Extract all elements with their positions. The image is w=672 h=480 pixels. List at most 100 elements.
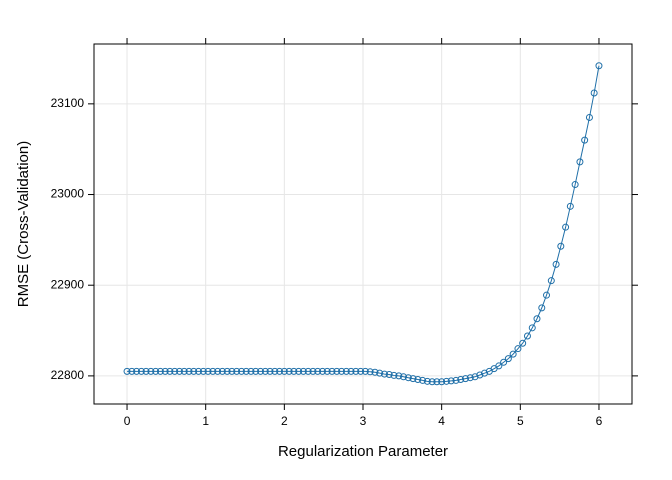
point: [261, 367, 269, 375]
point: [214, 367, 222, 375]
point: [581, 136, 589, 144]
point: [466, 374, 474, 382]
point: [452, 376, 460, 384]
point: [519, 339, 527, 347]
y-tick-label: 23000: [51, 187, 85, 201]
point: [585, 113, 593, 121]
y-axis-label: RMSE (Cross-Validation): [15, 141, 32, 307]
point: [218, 367, 226, 375]
point: [257, 367, 265, 375]
point: [509, 350, 517, 358]
point: [285, 367, 293, 375]
point: [190, 367, 198, 375]
point: [433, 378, 441, 386]
point: [276, 367, 284, 375]
point: [242, 367, 250, 375]
point: [523, 332, 531, 340]
point: [390, 371, 398, 379]
point: [419, 376, 427, 384]
plot-frame: [93, 43, 633, 405]
point: [423, 377, 431, 385]
point: [409, 375, 417, 383]
point: [195, 367, 203, 375]
point: [323, 367, 331, 375]
y-tick-label: 22800: [51, 368, 85, 382]
point: [233, 367, 241, 375]
point: [161, 367, 169, 375]
point: [461, 375, 469, 383]
point: [395, 372, 403, 380]
point: [500, 358, 508, 366]
point: [147, 367, 155, 375]
x-tick-label: 3: [360, 414, 367, 428]
point: [528, 324, 536, 332]
point: [209, 367, 217, 375]
point: [547, 277, 555, 285]
point: [314, 367, 322, 375]
point: [142, 367, 150, 375]
point: [447, 377, 455, 385]
point: [495, 362, 503, 370]
point: [371, 368, 379, 376]
point: [571, 181, 579, 189]
point: [533, 315, 541, 323]
point: [271, 367, 279, 375]
point: [175, 367, 183, 375]
point: [380, 370, 388, 378]
point: [223, 367, 231, 375]
point: [400, 373, 408, 381]
point: [295, 367, 303, 375]
point: [133, 367, 141, 375]
point: [590, 89, 598, 97]
point: [504, 355, 512, 363]
point: [171, 367, 179, 375]
point: [309, 367, 317, 375]
point: [357, 367, 365, 375]
point: [156, 367, 164, 375]
point: [152, 367, 160, 375]
point: [552, 260, 560, 268]
point: [304, 367, 312, 375]
x-axis-label: Regularization Parameter: [278, 443, 448, 460]
point: [252, 367, 260, 375]
x-tick-label: 2: [281, 414, 288, 428]
point: [442, 377, 450, 385]
point: [414, 376, 422, 384]
point: [137, 367, 145, 375]
point: [352, 367, 360, 375]
y-tick-label: 23100: [51, 96, 85, 110]
point: [328, 367, 336, 375]
series-line: [127, 65, 600, 383]
x-tick-label: 1: [202, 414, 209, 428]
point: [595, 62, 603, 70]
point: [199, 367, 207, 375]
point: [347, 367, 355, 375]
point: [557, 242, 565, 250]
point: [247, 367, 255, 375]
point: [318, 367, 326, 375]
point: [237, 367, 245, 375]
point: [299, 367, 307, 375]
point: [266, 367, 274, 375]
point: [562, 223, 570, 231]
point: [576, 158, 584, 166]
point: [457, 376, 465, 384]
point: [185, 367, 193, 375]
point: [333, 367, 341, 375]
point: [566, 202, 574, 210]
x-tick-label: 0: [124, 414, 131, 428]
point: [128, 367, 136, 375]
point: [123, 367, 131, 375]
point: [228, 367, 236, 375]
point: [366, 368, 374, 376]
x-tick-label: 6: [596, 414, 603, 428]
point: [514, 345, 522, 353]
point: [481, 369, 489, 377]
point: [180, 367, 188, 375]
y-tick-label: 22900: [51, 277, 85, 291]
x-tick-label: 5: [517, 414, 524, 428]
point: [342, 367, 350, 375]
point: [166, 367, 174, 375]
